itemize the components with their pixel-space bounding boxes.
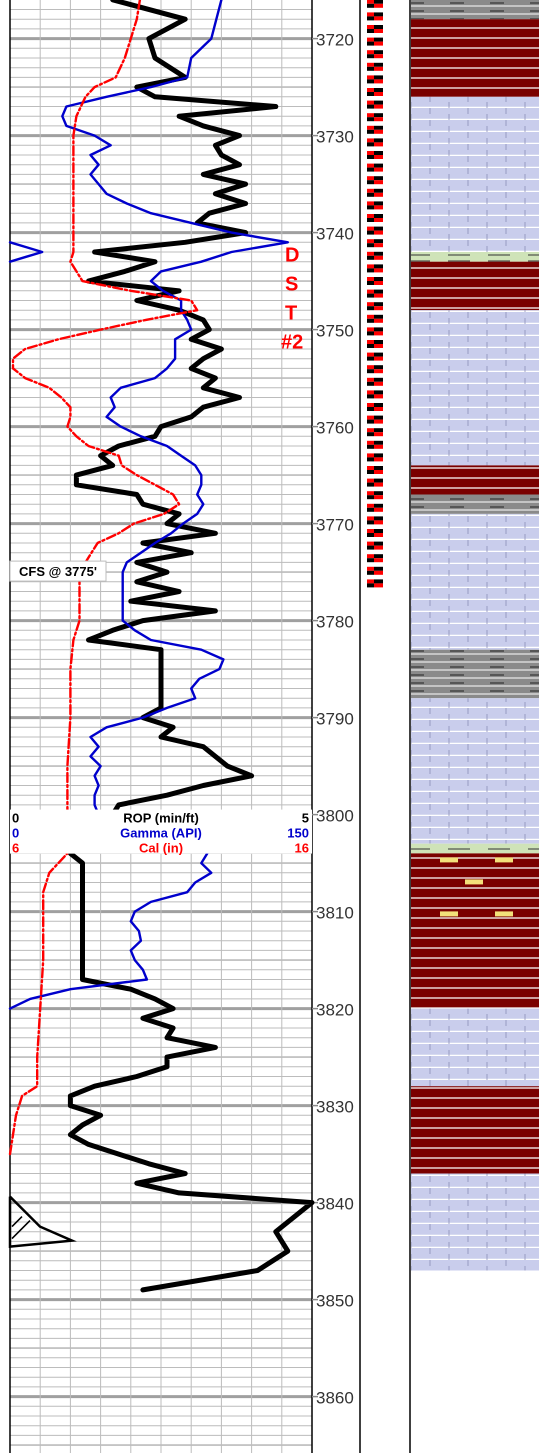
chert-nodule	[495, 911, 513, 917]
lithology-green-shale	[411, 252, 539, 262]
dst-label: T	[285, 303, 297, 325]
depth-label: 3810	[316, 904, 354, 923]
lithology-shale-gray	[411, 0, 539, 20]
lithology-limestone	[411, 1173, 539, 1271]
lithology-green-shale	[411, 843, 539, 854]
lithology-limestone	[411, 1008, 539, 1087]
scale-max: 5	[302, 811, 309, 826]
scale-min: 0	[12, 811, 19, 826]
dst-label: S	[285, 274, 298, 296]
scale-name: Gamma (API)	[120, 826, 202, 841]
scale-name: Cal (in)	[139, 841, 183, 856]
lithology-limestone	[411, 698, 539, 844]
lithology-limestone	[411, 96, 539, 252]
rop-min-ft-curve	[67, 0, 315, 1293]
scale-name: ROP (min/ft)	[123, 811, 199, 826]
sample-column	[367, 0, 383, 588]
lithology-limestone	[411, 310, 539, 466]
scale-header: 0 ROP (min/ft) 5 0 Gamma (API) 150 6 Cal (in) 16	[10, 809, 312, 856]
depth-label: 3800	[316, 807, 354, 826]
depth-label: 3770	[316, 516, 354, 535]
scale-max: 16	[295, 841, 309, 856]
depth-label: 3850	[316, 1292, 354, 1311]
chert-nodule	[440, 857, 458, 863]
cal-in-curve	[8, 0, 199, 1156]
depth-label: 3840	[316, 1195, 354, 1214]
depth-label: 3760	[316, 419, 354, 438]
trip-gas-marker	[8, 1195, 77, 1248]
depth-label: 3740	[316, 225, 354, 244]
lithology-shale-red	[411, 261, 539, 311]
depth-label: 3750	[316, 322, 354, 341]
scale-min: 6	[12, 841, 19, 856]
depth-label: 3830	[316, 1098, 354, 1117]
lithology-shale-gray	[411, 494, 539, 514]
dst-label: #2	[281, 332, 303, 354]
cfs-label: CFS @ 3775'	[19, 564, 97, 579]
depth-label: 3860	[316, 1389, 354, 1408]
scale-min: 0	[12, 826, 19, 841]
lithology-shale-red	[411, 1086, 539, 1174]
lithology-limestone	[411, 513, 539, 650]
lithology-shale-red-chert	[411, 853, 539, 1009]
chert-nodule	[465, 879, 483, 885]
curve-track-grid	[9, 0, 313, 1453]
chert-nodule	[440, 911, 458, 917]
dst-label: D	[285, 245, 299, 267]
depth-label: 3820	[316, 1001, 354, 1020]
scale-header-bg	[10, 809, 312, 854]
depth-label: 3780	[316, 613, 354, 632]
lithology-shale-red	[411, 465, 539, 495]
scale-max: 150	[287, 826, 309, 841]
depth-label: 3790	[316, 710, 354, 729]
lithology-column	[411, 0, 539, 1271]
annotations: DST #2 CFS @ 3775'	[9, 245, 303, 582]
depth-label: 3720	[316, 31, 354, 50]
lithology-shale-red	[411, 19, 539, 97]
gamma-api-fragment-curve	[8, 241, 44, 263]
lithology-shale-gray	[411, 649, 539, 699]
chert-nodule	[495, 857, 513, 863]
depth-label: 3730	[316, 128, 354, 147]
depth-track: 3720 3730 3740 3750 3760 3770 3780 3790 3800 3810…	[312, 0, 361, 1453]
cfs-box	[9, 560, 107, 582]
